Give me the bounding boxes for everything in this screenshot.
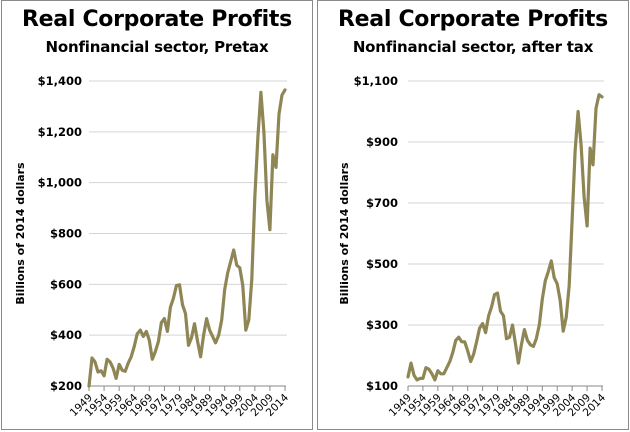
y-tick-label: $500 <box>366 257 398 271</box>
chart-title: Real Corporate Profits <box>22 7 292 32</box>
series-line <box>87 88 287 388</box>
chart-panel-after-tax: Real Corporate Profits Nonfinancial sect… <box>317 0 629 430</box>
line-chart-pretax: $200 $400 $600 $800 $1,000 $1,200 $1,400 Billio… <box>14 74 291 419</box>
chart-subtitle: Nonfinancial sector, Pretax <box>45 38 269 56</box>
y-tick-label: $700 <box>366 196 398 210</box>
y-axis-label: Billions of 2014 dollars <box>338 162 351 305</box>
y-tick-label: $100 <box>366 379 398 393</box>
chart-panel-pretax: Real Corporate Profits Nonfinancial sect… <box>1 0 313 430</box>
y-tick-label: $900 <box>366 135 398 149</box>
chart-title: Real Corporate Profits <box>338 7 608 32</box>
y-tick-label: $1,100 <box>354 74 398 88</box>
y-tick-label: $1,000 <box>38 176 82 190</box>
y-tick-label: $800 <box>50 227 82 241</box>
y-tick-label: $400 <box>50 328 82 342</box>
y-tick-label: $300 <box>366 318 398 332</box>
chart-subtitle: Nonfinancial sector, after tax <box>352 38 594 56</box>
y-tick-label: $1,200 <box>38 125 82 139</box>
line-chart-after-tax: $100 $300 $500 $700 $900 $1,100 Billions of 20… <box>338 74 608 419</box>
y-tick-label: $200 <box>50 379 82 393</box>
y-axis-label: Billions of 2014 dollars <box>14 162 27 305</box>
y-tick-label: $1,400 <box>38 74 82 88</box>
series-line <box>406 93 604 382</box>
y-tick-label: $600 <box>50 277 82 291</box>
